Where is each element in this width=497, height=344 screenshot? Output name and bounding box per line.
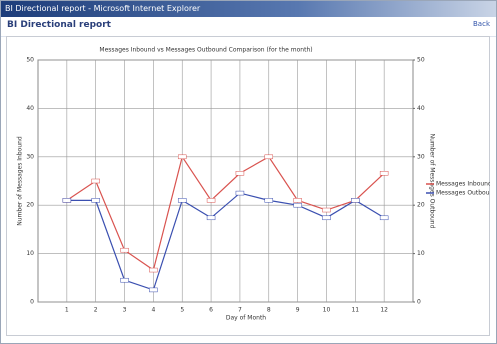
report-title: BI Directional report <box>7 20 111 30</box>
data-point <box>235 190 245 196</box>
data-point <box>149 267 158 273</box>
y-tick-label: 30 <box>26 153 34 160</box>
chart: Messages Inbound vs Messages Outbound Co… <box>6 36 490 336</box>
y2-tick-label: 0 <box>417 299 421 306</box>
x-tick-label: 7 <box>238 307 242 314</box>
x-tick-label: 5 <box>180 307 184 314</box>
data-point <box>120 247 129 253</box>
x-tick-label: 12 <box>380 307 388 314</box>
x-tick-label: 8 <box>267 307 271 314</box>
y2-tick-label: 10 <box>417 250 425 257</box>
x-tick-label: 9 <box>296 307 300 314</box>
data-point <box>322 207 331 213</box>
x-tick-label: 10 <box>323 307 331 314</box>
x-tick-label: 3 <box>123 307 127 314</box>
data-point <box>264 198 274 203</box>
data-point <box>91 198 100 203</box>
y2-tick-label: 40 <box>417 105 425 112</box>
y2-tick-label: 20 <box>417 202 425 209</box>
x-tick-label: 1 <box>65 307 69 314</box>
y-tick-label: 10 <box>26 250 34 257</box>
data-point <box>379 171 389 176</box>
x-tick-label: 4 <box>151 307 155 314</box>
data-point <box>264 154 274 160</box>
y2-tick-label: 30 <box>417 153 425 160</box>
back-link[interactable]: Back <box>473 20 490 28</box>
x-tick-label: 2 <box>94 307 98 314</box>
data-point <box>177 154 187 160</box>
y-axis-title: Number of Messages Inbound <box>17 136 24 226</box>
data-point <box>62 198 72 203</box>
data-point <box>235 171 245 176</box>
chart-title: Messages Inbound vs Messages Outbound Co… <box>99 47 312 54</box>
y2-axis-title: Number of Messages Outbound <box>429 134 436 229</box>
x-axis-title: Day of Month <box>226 315 266 322</box>
data-point <box>293 198 302 203</box>
legend-label: Messages Outbound <box>436 190 490 197</box>
data-point <box>322 215 331 221</box>
y-tick-label: 0 <box>30 299 34 306</box>
legend-label: Messages Inbound <box>436 181 490 188</box>
y-tick-label: 20 <box>26 202 34 209</box>
data-point <box>177 198 187 203</box>
x-tick-label: 6 <box>209 307 213 314</box>
data-point <box>293 202 302 208</box>
data-point <box>351 198 360 203</box>
chart-frame <box>6 36 490 336</box>
y-tick-label: 50 <box>26 57 34 64</box>
data-point <box>206 215 216 221</box>
series-line <box>66 192 385 291</box>
y2-tick-label: 50 <box>417 57 425 64</box>
data-point <box>149 287 158 293</box>
y-tick-label: 40 <box>26 105 34 112</box>
series-line <box>66 155 385 272</box>
data-point <box>120 277 129 283</box>
data-point <box>379 215 389 221</box>
report-header: BI Directional report Back <box>1 17 496 37</box>
x-tick-label: 11 <box>351 307 359 314</box>
data-point <box>206 198 216 203</box>
data-point <box>91 178 100 184</box>
title-bar: BI Directional report - Microsoft Intern… <box>1 1 496 17</box>
